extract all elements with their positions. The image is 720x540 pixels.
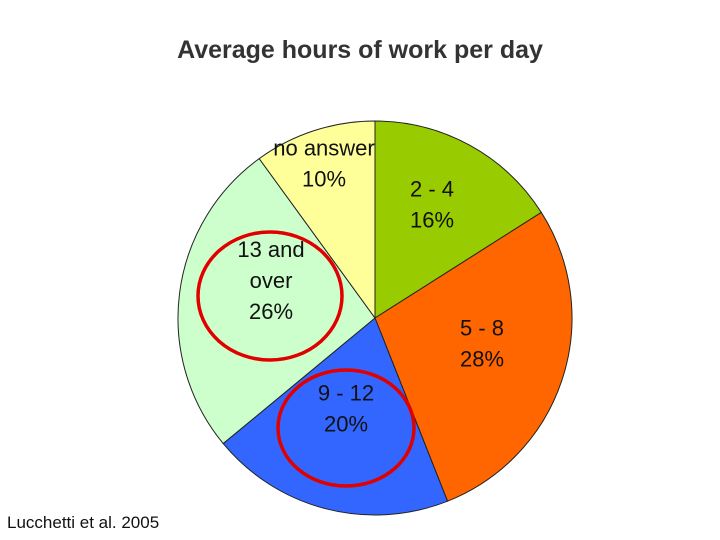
pie-slice — [374, 211, 573, 502]
slice-label: no answer 10% — [273, 135, 375, 191]
highlight-circles — [196, 230, 416, 488]
slice-label: 13 and over 26% — [237, 237, 304, 324]
slice-label: 2 - 4 16% — [410, 176, 454, 232]
pie-slice — [374, 120, 543, 319]
pie-slice — [222, 317, 449, 516]
highlight-circle — [276, 368, 416, 488]
highlight-circle — [196, 230, 344, 362]
pie-slice — [177, 157, 376, 445]
pie-slice — [258, 120, 376, 320]
slice-label: 5 - 8 28% — [460, 315, 504, 371]
pie-slices — [177, 120, 573, 516]
source-note: Lucchetti et al. 2005 — [7, 513, 160, 532]
slice-label: 9 - 12 20% — [318, 380, 374, 436]
pie-labels: 2 - 4 16% 5 - 8 28% 9 - 12 20%13 and over 26% no… — [237, 135, 504, 436]
chart-title: Average hours of work per day — [177, 36, 543, 64]
